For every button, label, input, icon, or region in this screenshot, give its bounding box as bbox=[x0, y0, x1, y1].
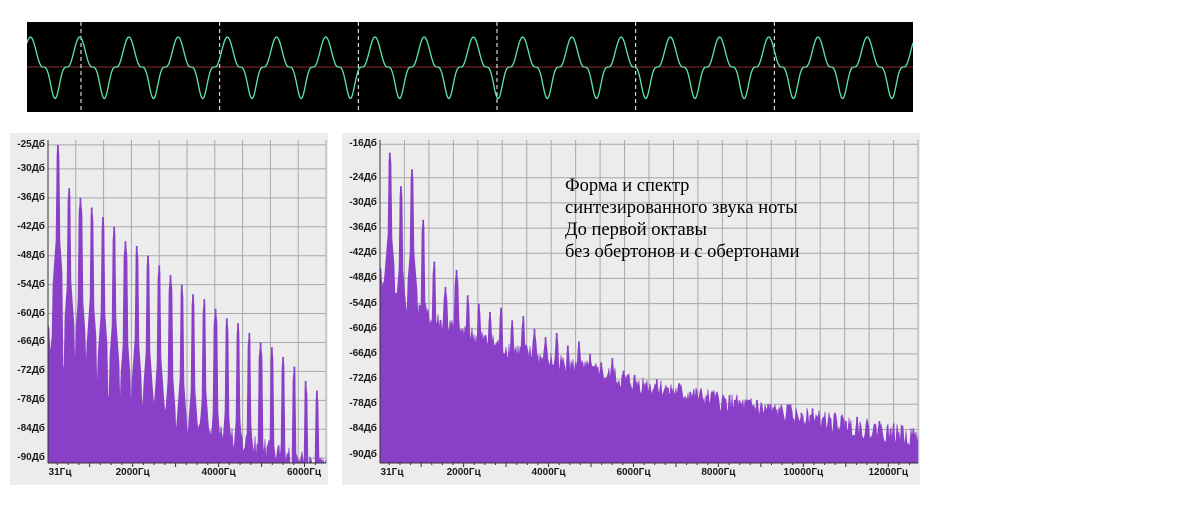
waveform-plot bbox=[26, 22, 914, 112]
caption-line-2: синтезированного звука ноты bbox=[565, 198, 798, 218]
caption: Форма и спектр синтезированного звука но… bbox=[565, 175, 905, 263]
waveform-line bbox=[26, 36, 914, 100]
y-tick-label: -48Дб bbox=[349, 272, 377, 284]
y-tick-label: -72Дб bbox=[349, 373, 377, 385]
y-tick-label: -78Дб bbox=[349, 398, 377, 410]
x-tick-label: 4000Гц bbox=[201, 467, 236, 478]
spectrum-panel-with-overtones: -16Дб -24Дб -30Дб -36Дб -42Дб -48Дб -54Дб -60Дб… bbox=[342, 133, 920, 485]
y-tick-label: -48Дб bbox=[17, 249, 45, 261]
x-tick-label: 10000Гц bbox=[783, 467, 824, 478]
x-tick-label: 6000Гц bbox=[616, 467, 651, 478]
y-tick-label: -84Дб bbox=[17, 423, 45, 435]
spectrum-panel-without-overtones: -25Дб -30Дб -36Дб -42Дб -48Дб -54Дб -60Дб -66Дб… bbox=[10, 133, 328, 485]
y-tick-label: -36Дб bbox=[17, 191, 45, 203]
spectrum-plot-with-overtones bbox=[379, 140, 919, 467]
x-tick-label: 2000Гц bbox=[115, 467, 150, 478]
y-tick-label: -54Дб bbox=[17, 278, 45, 290]
waveform-display bbox=[26, 22, 914, 112]
y-tick-label: -72Дб bbox=[17, 365, 45, 377]
y-tick-label: -16Дб bbox=[349, 138, 377, 150]
spectrum-plot-without-overtones bbox=[47, 140, 327, 467]
x-tick-label: 12000Гц bbox=[868, 467, 909, 478]
spectrum-area bbox=[47, 145, 327, 464]
x-tick-label: 31Гц bbox=[48, 467, 72, 478]
y-tick-label: -42Дб bbox=[349, 247, 377, 259]
y-tick-label: -84Дб bbox=[349, 423, 377, 435]
spectrum-area bbox=[379, 154, 919, 464]
y-tick-label: -54Дб bbox=[349, 297, 377, 309]
y-tick-label: -30Дб bbox=[17, 162, 45, 174]
y-tick-label: -60Дб bbox=[17, 307, 45, 319]
y-tick-label: -90Дб bbox=[349, 448, 377, 460]
caption-line-1: Форма и спектр bbox=[565, 176, 690, 196]
caption-line-4: без обертонов и с обертонами bbox=[565, 242, 800, 262]
y-tick-label: -42Дб bbox=[17, 220, 45, 232]
caption-line-3: До первой октавы bbox=[565, 220, 707, 240]
y-tick-label: -30Дб bbox=[349, 196, 377, 208]
y-tick-label: -24Дб bbox=[349, 171, 377, 183]
y-tick-label: -90Дб bbox=[17, 452, 45, 464]
y-tick-label: -60Дб bbox=[349, 322, 377, 334]
y-tick-label: -25Дб bbox=[17, 138, 45, 150]
y-tick-label: -66Дб bbox=[17, 336, 45, 348]
x-tick-label: 31Гц bbox=[380, 467, 404, 478]
x-tick-label: 8000Гц bbox=[701, 467, 736, 478]
x-tick-label: 4000Гц bbox=[531, 467, 566, 478]
x-tick-label: 6000Гц bbox=[286, 467, 322, 478]
y-tick-label: -78Дб bbox=[17, 394, 45, 406]
x-tick-label: 2000Гц bbox=[446, 467, 481, 478]
y-tick-label: -36Дб bbox=[349, 222, 377, 234]
y-tick-label: -66Дб bbox=[349, 347, 377, 359]
